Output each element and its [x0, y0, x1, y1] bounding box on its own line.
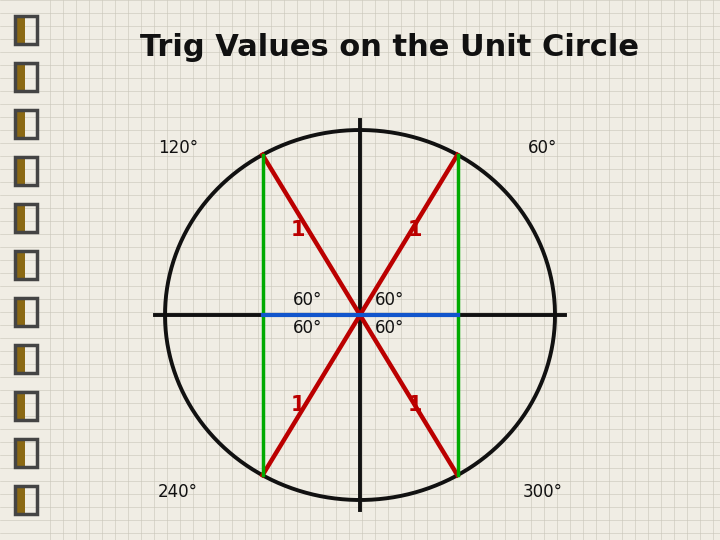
Bar	[15, 298, 25, 326]
Bar	[15, 110, 37, 138]
Text: 120°: 120°	[158, 139, 198, 157]
Bar	[15, 110, 25, 138]
Text: 1: 1	[408, 395, 422, 415]
Bar	[15, 16, 25, 44]
Text: 60°: 60°	[293, 291, 323, 309]
Text: 1: 1	[291, 395, 305, 415]
Text: 60°: 60°	[375, 291, 405, 309]
Text: 300°: 300°	[523, 483, 563, 501]
Bar	[15, 392, 25, 420]
Bar	[15, 157, 37, 185]
Bar	[15, 345, 25, 373]
Text: 60°: 60°	[528, 139, 558, 157]
Bar	[15, 251, 37, 279]
Bar	[15, 204, 37, 232]
Bar	[15, 157, 25, 185]
Bar	[15, 204, 25, 232]
Bar	[15, 251, 25, 279]
Text: 240°: 240°	[158, 483, 198, 501]
Bar	[15, 392, 37, 420]
Text: 60°: 60°	[375, 319, 405, 337]
Text: Trig Values on the Unit Circle: Trig Values on the Unit Circle	[140, 33, 639, 63]
Bar	[15, 298, 37, 326]
Bar	[15, 486, 25, 514]
Bar	[15, 63, 25, 91]
Bar	[15, 486, 37, 514]
Bar	[15, 439, 37, 467]
Text: 60°: 60°	[293, 319, 323, 337]
Bar	[15, 439, 25, 467]
Text: 1: 1	[291, 220, 305, 240]
Text: 1: 1	[408, 220, 422, 240]
Bar	[15, 16, 37, 44]
Bar	[15, 63, 37, 91]
Bar	[15, 345, 37, 373]
